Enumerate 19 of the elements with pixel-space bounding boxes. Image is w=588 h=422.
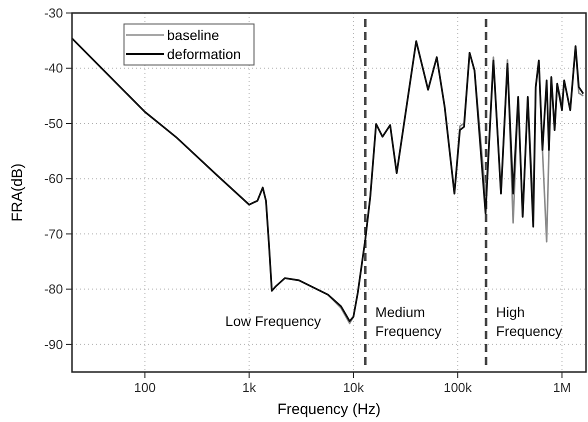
legend-label: baseline xyxy=(167,27,220,43)
x-tick-label: 100k xyxy=(444,380,472,395)
y-tick-label: -40 xyxy=(44,60,63,76)
x-tick-label: 1k xyxy=(242,380,257,395)
x-tick-label: 10k xyxy=(342,380,364,395)
y-tick-label: -80 xyxy=(44,282,63,297)
annotation: High Frequency xyxy=(496,304,562,339)
y-tick-label: -50 xyxy=(44,116,63,131)
legend-label: deformation xyxy=(167,46,241,62)
x-tick-label: 1M xyxy=(552,380,571,395)
y-axis-title: FRA(dB) xyxy=(9,163,26,222)
y-tick-label: -30 xyxy=(44,6,63,20)
x-tick-label: 100 xyxy=(134,380,156,395)
y-tick-label: -60 xyxy=(44,171,63,186)
y-tick-label: -90 xyxy=(44,336,63,352)
y-tick-label: -70 xyxy=(44,226,63,242)
x-axis-title: Frequency (Hz) xyxy=(277,401,381,418)
annotation: Medium Frequency xyxy=(375,304,442,339)
annotation: Low Frequency xyxy=(225,313,322,329)
